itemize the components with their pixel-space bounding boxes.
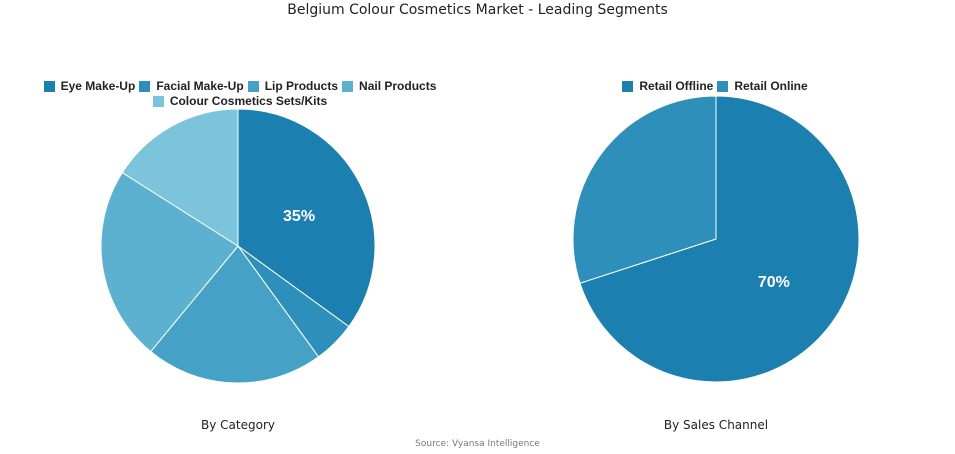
sales-channel-caption: By Sales Channel	[663, 418, 769, 432]
legend-swatch	[622, 80, 634, 92]
chart-title: Belgium Colour Cosmetics Market - Leadin…	[287, 2, 668, 18]
category-legend: Eye Make-Up Facial Make-Up Lip Products Nai…	[40, 80, 440, 110]
legend-swatch	[139, 80, 151, 92]
legend-swatch	[717, 80, 729, 92]
legend-label: Retail Offline	[639, 79, 714, 93]
legend-label: Facial Make-Up	[156, 79, 244, 93]
source-note: Source: Vyansa Intelligence	[415, 439, 540, 449]
category-data-label-eye-make-up: 35%	[283, 208, 315, 225]
category-legend-item-facial-make-up: Facial Make-Up	[139, 79, 244, 93]
legend-swatch	[43, 80, 55, 92]
sales-channel-legend: Retail Offline Retail Online	[600, 80, 830, 95]
category-slice-eye-make-up	[237, 108, 376, 328]
category-legend-item-lip-products: Lip Products	[247, 79, 339, 93]
legend-swatch	[247, 80, 259, 92]
sales-channel-legend-item-retail-online: Retail Online	[717, 79, 808, 93]
category-legend-item-colour-cosmetics-sets-kits: Colour Cosmetics Sets/Kits	[152, 94, 328, 108]
category-legend-item-eye-make-up: Eye Make-Up	[43, 79, 136, 93]
legend-swatch	[152, 95, 164, 107]
category-slice-nail-products	[100, 171, 239, 353]
legend-label: Eye Make-Up	[60, 79, 136, 93]
legend-label: Colour Cosmetics Sets/Kits	[169, 94, 328, 108]
category-slice-colour-cosmetics-sets-kits	[121, 108, 239, 247]
legend-label: Nail Products	[359, 79, 437, 93]
category-slice-lip-products	[149, 245, 320, 384]
legend-label: Retail Online	[734, 79, 808, 93]
legend-label: Lip Products	[264, 79, 339, 93]
legend-swatch	[342, 80, 354, 92]
sales-channel-legend-item-retail-offline: Retail Offline	[622, 80, 713, 92]
category-caption: By Category	[201, 418, 275, 432]
category-legend-item-nail-products: Nail Products	[342, 80, 436, 92]
